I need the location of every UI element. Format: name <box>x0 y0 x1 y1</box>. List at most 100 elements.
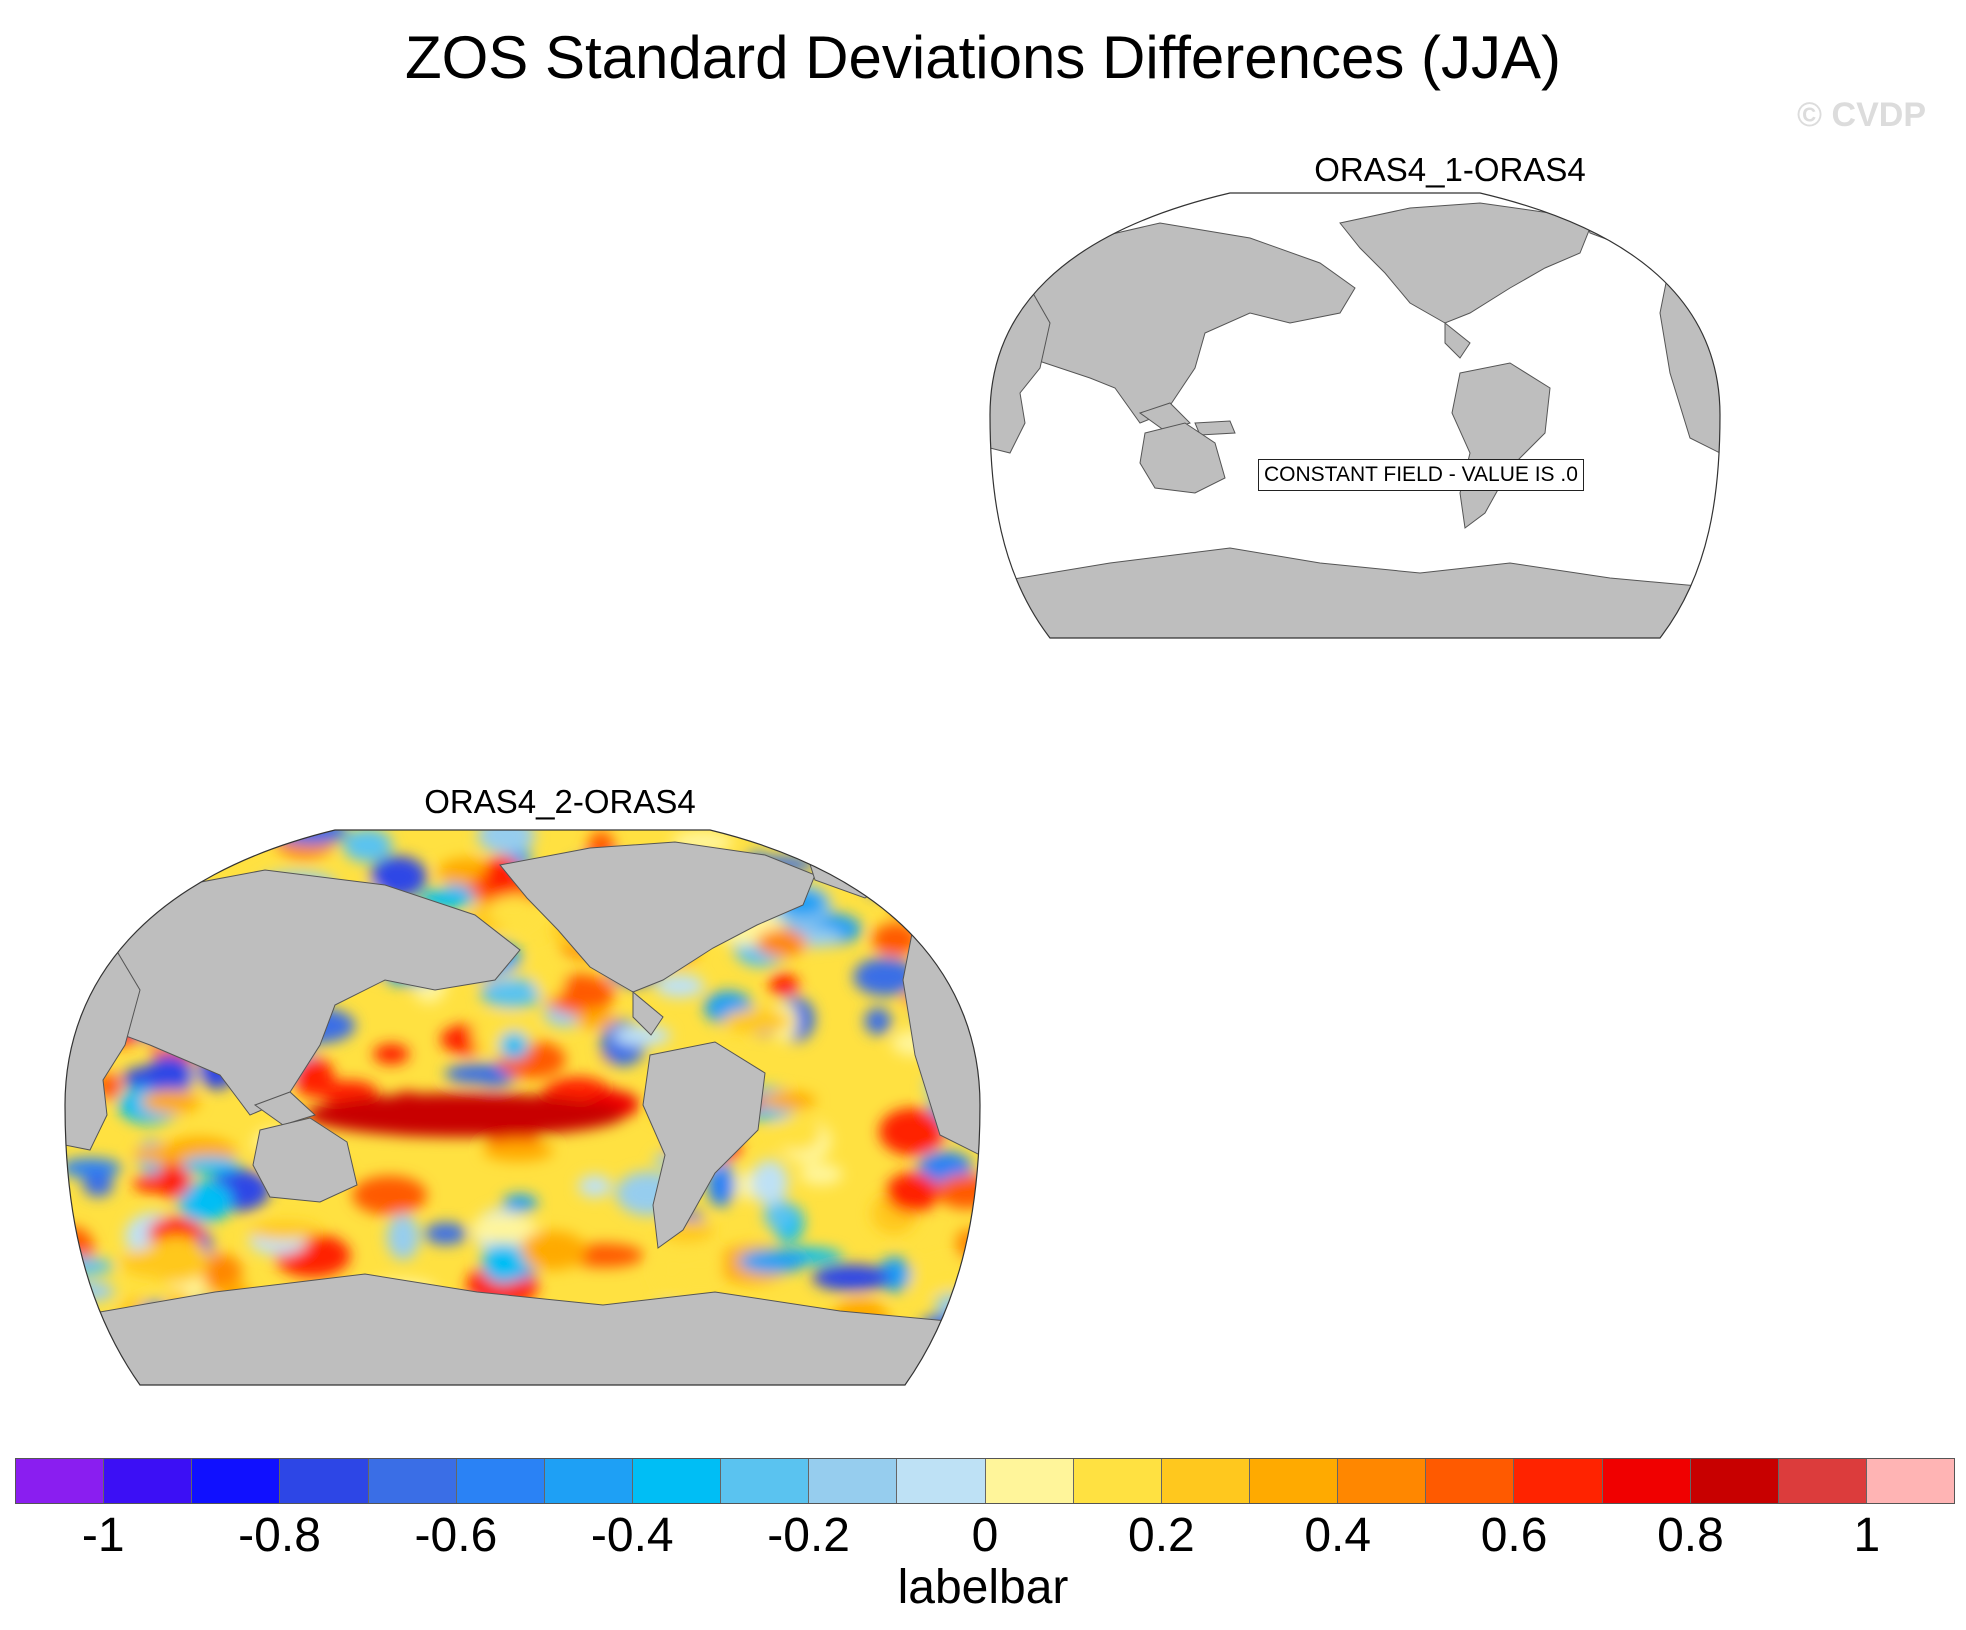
anomaly-blob <box>157 830 218 846</box>
anomaly-blob <box>342 830 393 863</box>
cvdp-watermark: © CVDP <box>1797 96 1926 134</box>
anomaly-blob <box>373 1043 410 1065</box>
anomaly-blob <box>477 830 535 855</box>
anomaly-blob <box>386 1214 420 1260</box>
anomaly-blob <box>72 852 142 881</box>
labelbar-color-cell <box>1249 1459 1339 1503</box>
anomaly-blob <box>69 923 94 940</box>
labelbar-color-cell <box>985 1459 1074 1503</box>
anomaly-blob <box>143 1235 209 1284</box>
labelbar-color-cell <box>544 1459 633 1503</box>
anomaly-blob <box>679 1247 725 1281</box>
labelbar-color-cell <box>1602 1459 1691 1503</box>
anomaly-blob <box>769 973 799 997</box>
anomaly-blob <box>128 850 154 886</box>
labelbar-title: labelbar <box>897 1561 1069 1614</box>
anomaly-blob <box>177 1180 233 1223</box>
anomaly-blob <box>771 1114 822 1152</box>
labelbar-color-cell <box>368 1459 457 1503</box>
labelbar-color-cell <box>456 1459 545 1503</box>
panel-title-oras4-1: ORAS4_1-ORAS4 <box>1314 151 1586 188</box>
anomaly-blob <box>98 880 172 901</box>
anomaly-blob <box>65 1349 88 1385</box>
anomaly-blob <box>480 978 545 1008</box>
anomaly-blob <box>937 905 966 928</box>
labelbar-tick-label: -0.4 <box>590 1509 674 1562</box>
color-labelbar <box>15 1458 1955 1504</box>
anomaly-blob <box>738 1249 807 1274</box>
labelbar-tick-label: -1 <box>81 1509 125 1562</box>
labelbar-tick-label: 0.6 <box>1480 1509 1548 1562</box>
anomaly-blob <box>936 1174 980 1209</box>
anomaly-blob <box>481 1243 526 1284</box>
anomaly-blob <box>65 1158 122 1178</box>
panel-title-oras4-2: ORAS4_2-ORAS4 <box>424 783 696 820</box>
anomaly-blob <box>65 1257 114 1276</box>
labelbar-color-cell <box>16 1459 105 1503</box>
landmass <box>65 1273 980 1385</box>
anomaly-blob <box>125 855 171 888</box>
anomaly-blob <box>470 1214 538 1244</box>
labelbar-color-cell <box>809 1459 898 1503</box>
landmass <box>252 1117 358 1203</box>
labelbar-color-cell <box>1778 1459 1867 1503</box>
anomaly-blob <box>879 1108 945 1156</box>
landmass <box>1139 422 1226 494</box>
anomaly-blob <box>104 831 176 852</box>
anomaly-blob <box>922 920 980 937</box>
anomaly-blob <box>156 1163 191 1199</box>
anomaly-blob <box>899 830 970 855</box>
labelbar-tick-label: 0.2 <box>1127 1509 1195 1562</box>
anomaly-blob <box>145 1054 194 1097</box>
anomaly-blob <box>65 937 114 959</box>
labelbar-tick-label: 0.4 <box>1304 1509 1372 1562</box>
labelbar-color-cell <box>897 1459 986 1503</box>
anomaly-blob <box>654 1248 689 1291</box>
anomaly-blob <box>763 1199 794 1230</box>
anomaly-blob <box>613 1025 671 1046</box>
anomaly-blob <box>865 879 912 897</box>
anomaly-blob <box>198 1253 243 1290</box>
labelbar-color-cell <box>632 1459 722 1503</box>
anomaly-blob <box>65 1281 115 1302</box>
landmass <box>1138 402 1191 432</box>
anomaly-blob <box>934 1293 970 1315</box>
anomaly-blob <box>853 957 917 996</box>
landmass <box>1444 321 1471 359</box>
anomaly-blob <box>77 838 122 862</box>
anomaly-blob <box>488 894 538 927</box>
map-oras4-2 <box>64 829 981 1386</box>
anomaly-blob <box>499 1032 529 1059</box>
anomaly-blob <box>799 1163 843 1186</box>
anomaly-blob <box>482 1140 554 1162</box>
landmass <box>253 1091 316 1126</box>
anomaly-blob <box>533 955 566 1000</box>
landmass <box>1029 222 1356 424</box>
labelbar-tick-label: 0 <box>971 1509 999 1562</box>
labelbar-color-cell <box>280 1459 369 1503</box>
labelbar-color-cell <box>1073 1459 1162 1503</box>
anomaly-blob <box>889 873 917 918</box>
anomaly-blob <box>864 1007 892 1035</box>
anomaly-blob <box>941 943 980 961</box>
landmass <box>499 841 816 993</box>
labelbar-color-cell <box>1338 1459 1427 1503</box>
anomaly-blob <box>127 830 194 858</box>
anomaly-blob <box>722 1009 791 1034</box>
landmass <box>1339 202 1591 324</box>
labelbar-color-cell <box>1514 1459 1603 1503</box>
anomaly-blob <box>305 1093 625 1137</box>
anomaly-blob <box>958 835 980 859</box>
anomaly-blob <box>318 1080 378 1104</box>
labelbar-color-cell <box>721 1459 810 1503</box>
landmass <box>104 869 521 1116</box>
labelbar-color-cell <box>192 1459 281 1503</box>
anomaly-blob <box>939 1336 980 1363</box>
anomaly-blob <box>123 854 200 876</box>
labelbar-tick-label: 0.8 <box>1657 1509 1724 1562</box>
landmass <box>632 990 664 1036</box>
anomaly-blob <box>756 929 807 957</box>
map-oras4-1 <box>989 192 1721 639</box>
anomaly-blob <box>352 1175 427 1215</box>
landmass <box>642 1041 766 1249</box>
